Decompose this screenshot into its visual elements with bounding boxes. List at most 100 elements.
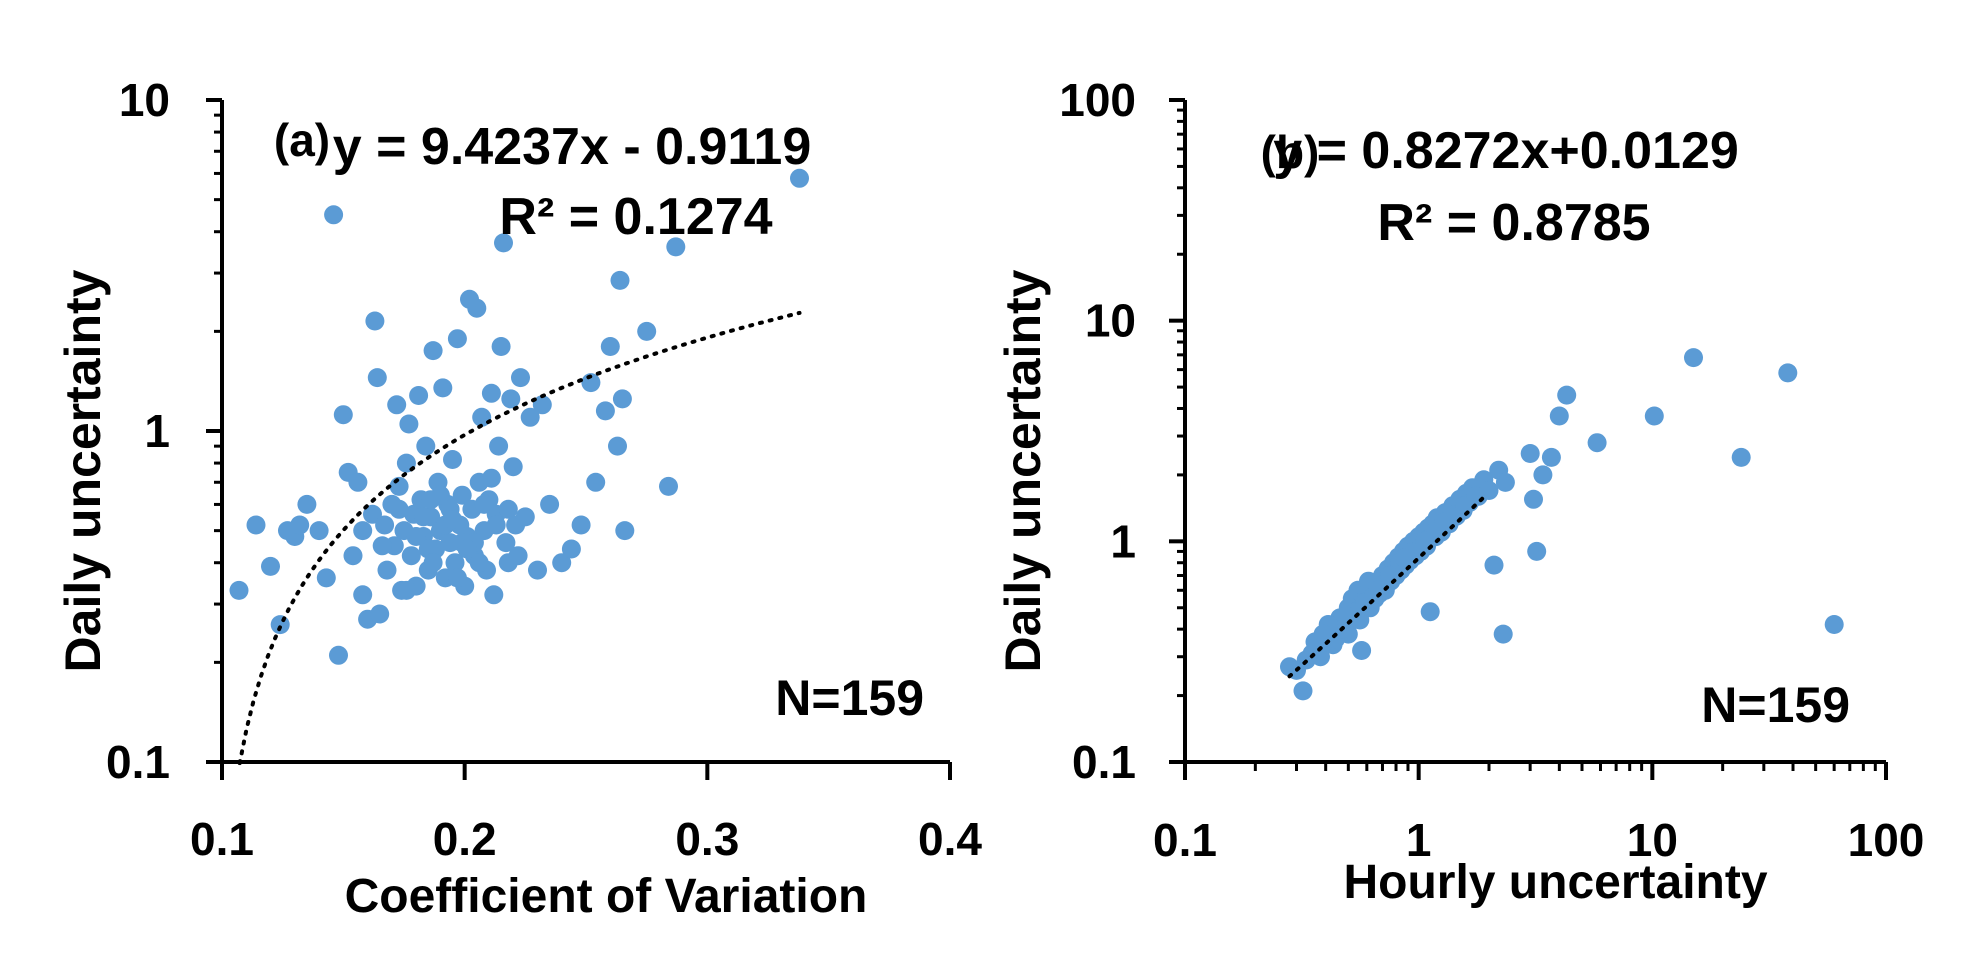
data-point	[467, 298, 487, 318]
y-tick-label: 100	[1059, 74, 1136, 126]
trend-line	[1287, 492, 1489, 679]
data-point	[508, 546, 528, 566]
data-point	[496, 533, 516, 553]
data-point	[608, 436, 627, 456]
y-axis-title: Daily uncertainty	[55, 269, 111, 672]
data-point	[515, 507, 535, 527]
y-tick-label: 10	[1085, 295, 1136, 347]
data-point	[1493, 624, 1513, 644]
panel-a: 0.1 1 10 0.1 0.2 0.3 0.4 (a) y = 9.4237x - 0.911…	[55, 74, 982, 923]
data-point	[365, 311, 385, 331]
data-point	[474, 494, 494, 514]
data-point	[1352, 641, 1372, 660]
data-point	[1293, 681, 1313, 701]
data-point	[389, 499, 409, 519]
data-point	[423, 341, 443, 361]
data-point	[1495, 472, 1515, 492]
x-tick-label: 0.1	[1153, 814, 1217, 866]
data-point	[659, 476, 678, 496]
data-point	[489, 436, 509, 456]
data-point	[270, 615, 290, 635]
data-point	[1778, 363, 1798, 383]
data-point	[1368, 580, 1388, 600]
data-point	[1313, 624, 1333, 644]
panel-b: 0.1 1 10 100 0.1 1 10 100 (b)y = 0.8272x+0.0129 R…	[995, 74, 1924, 909]
data-point	[445, 553, 465, 573]
data-point	[1311, 647, 1330, 667]
x-tick-label: 0.4	[918, 813, 982, 865]
data-point	[416, 436, 436, 456]
data-point	[370, 604, 390, 624]
data-point	[324, 205, 344, 225]
y-tick-label: 0.1	[106, 736, 170, 788]
data-point	[1484, 555, 1504, 575]
data-point	[1420, 602, 1440, 622]
regression-equation: y = 0.8272x+0.0129	[1273, 122, 1739, 180]
r-squared: R² = 0.1274	[499, 188, 772, 246]
data-point	[246, 515, 266, 535]
data-point	[329, 645, 348, 665]
data-point	[1395, 548, 1414, 568]
data-point	[1336, 606, 1356, 626]
data-point	[372, 536, 392, 556]
data-point	[610, 270, 630, 290]
data-point	[532, 395, 552, 415]
x-tick-label: 1	[1406, 814, 1432, 866]
data-point	[540, 494, 560, 514]
data-point	[348, 472, 368, 492]
y-tick-label: 0.1	[1072, 736, 1136, 788]
data-point	[595, 401, 615, 421]
data-point	[481, 468, 501, 488]
data-point	[399, 414, 419, 434]
data-point	[353, 585, 373, 605]
data-point	[1587, 433, 1607, 453]
data-point	[469, 553, 489, 573]
x-tick-label: 0.2	[433, 813, 497, 865]
x-axis-title: Coefficient of Variation	[345, 870, 868, 923]
data-point	[511, 368, 530, 388]
data-point	[494, 233, 513, 253]
data-point	[343, 546, 363, 566]
data-point	[367, 368, 387, 388]
x-tick-label: 0.1	[190, 813, 254, 865]
data-point	[1557, 385, 1577, 405]
data-point	[552, 553, 572, 573]
data-point	[637, 321, 657, 341]
data-point	[1684, 348, 1703, 368]
data-point	[297, 494, 317, 514]
data-point	[503, 457, 523, 477]
data-point	[447, 329, 467, 349]
data-point	[377, 560, 397, 580]
data-point	[561, 539, 581, 559]
data-point	[387, 395, 407, 415]
data-point	[1520, 444, 1540, 463]
data-point	[396, 580, 416, 600]
data-point	[486, 515, 506, 535]
x-tick-label: 0.3	[675, 813, 739, 865]
data-point	[309, 521, 329, 541]
data-point	[421, 490, 441, 510]
data-point	[316, 568, 336, 588]
y-tick-label: 10	[119, 74, 170, 126]
data-point	[484, 585, 504, 605]
data-point	[261, 556, 280, 576]
data-point	[423, 553, 443, 573]
data-point	[498, 499, 518, 519]
data-point	[443, 510, 462, 530]
data-point	[666, 237, 686, 257]
data-point	[1549, 406, 1569, 426]
panel-label: (a)	[274, 114, 330, 166]
data-point	[600, 337, 620, 356]
x-tick-label: 10	[1627, 814, 1678, 866]
data-point	[452, 485, 472, 505]
data-point	[790, 168, 809, 188]
data-point	[443, 450, 462, 469]
sample-size-label: N=159	[775, 670, 924, 726]
data-point	[615, 521, 635, 541]
panel-label: (b)	[1261, 126, 1320, 178]
y-axis-title: Daily uncertainty	[995, 269, 1051, 672]
data-point	[447, 568, 467, 588]
data-point	[491, 337, 511, 356]
r-squared: R² = 0.8785	[1377, 194, 1650, 252]
